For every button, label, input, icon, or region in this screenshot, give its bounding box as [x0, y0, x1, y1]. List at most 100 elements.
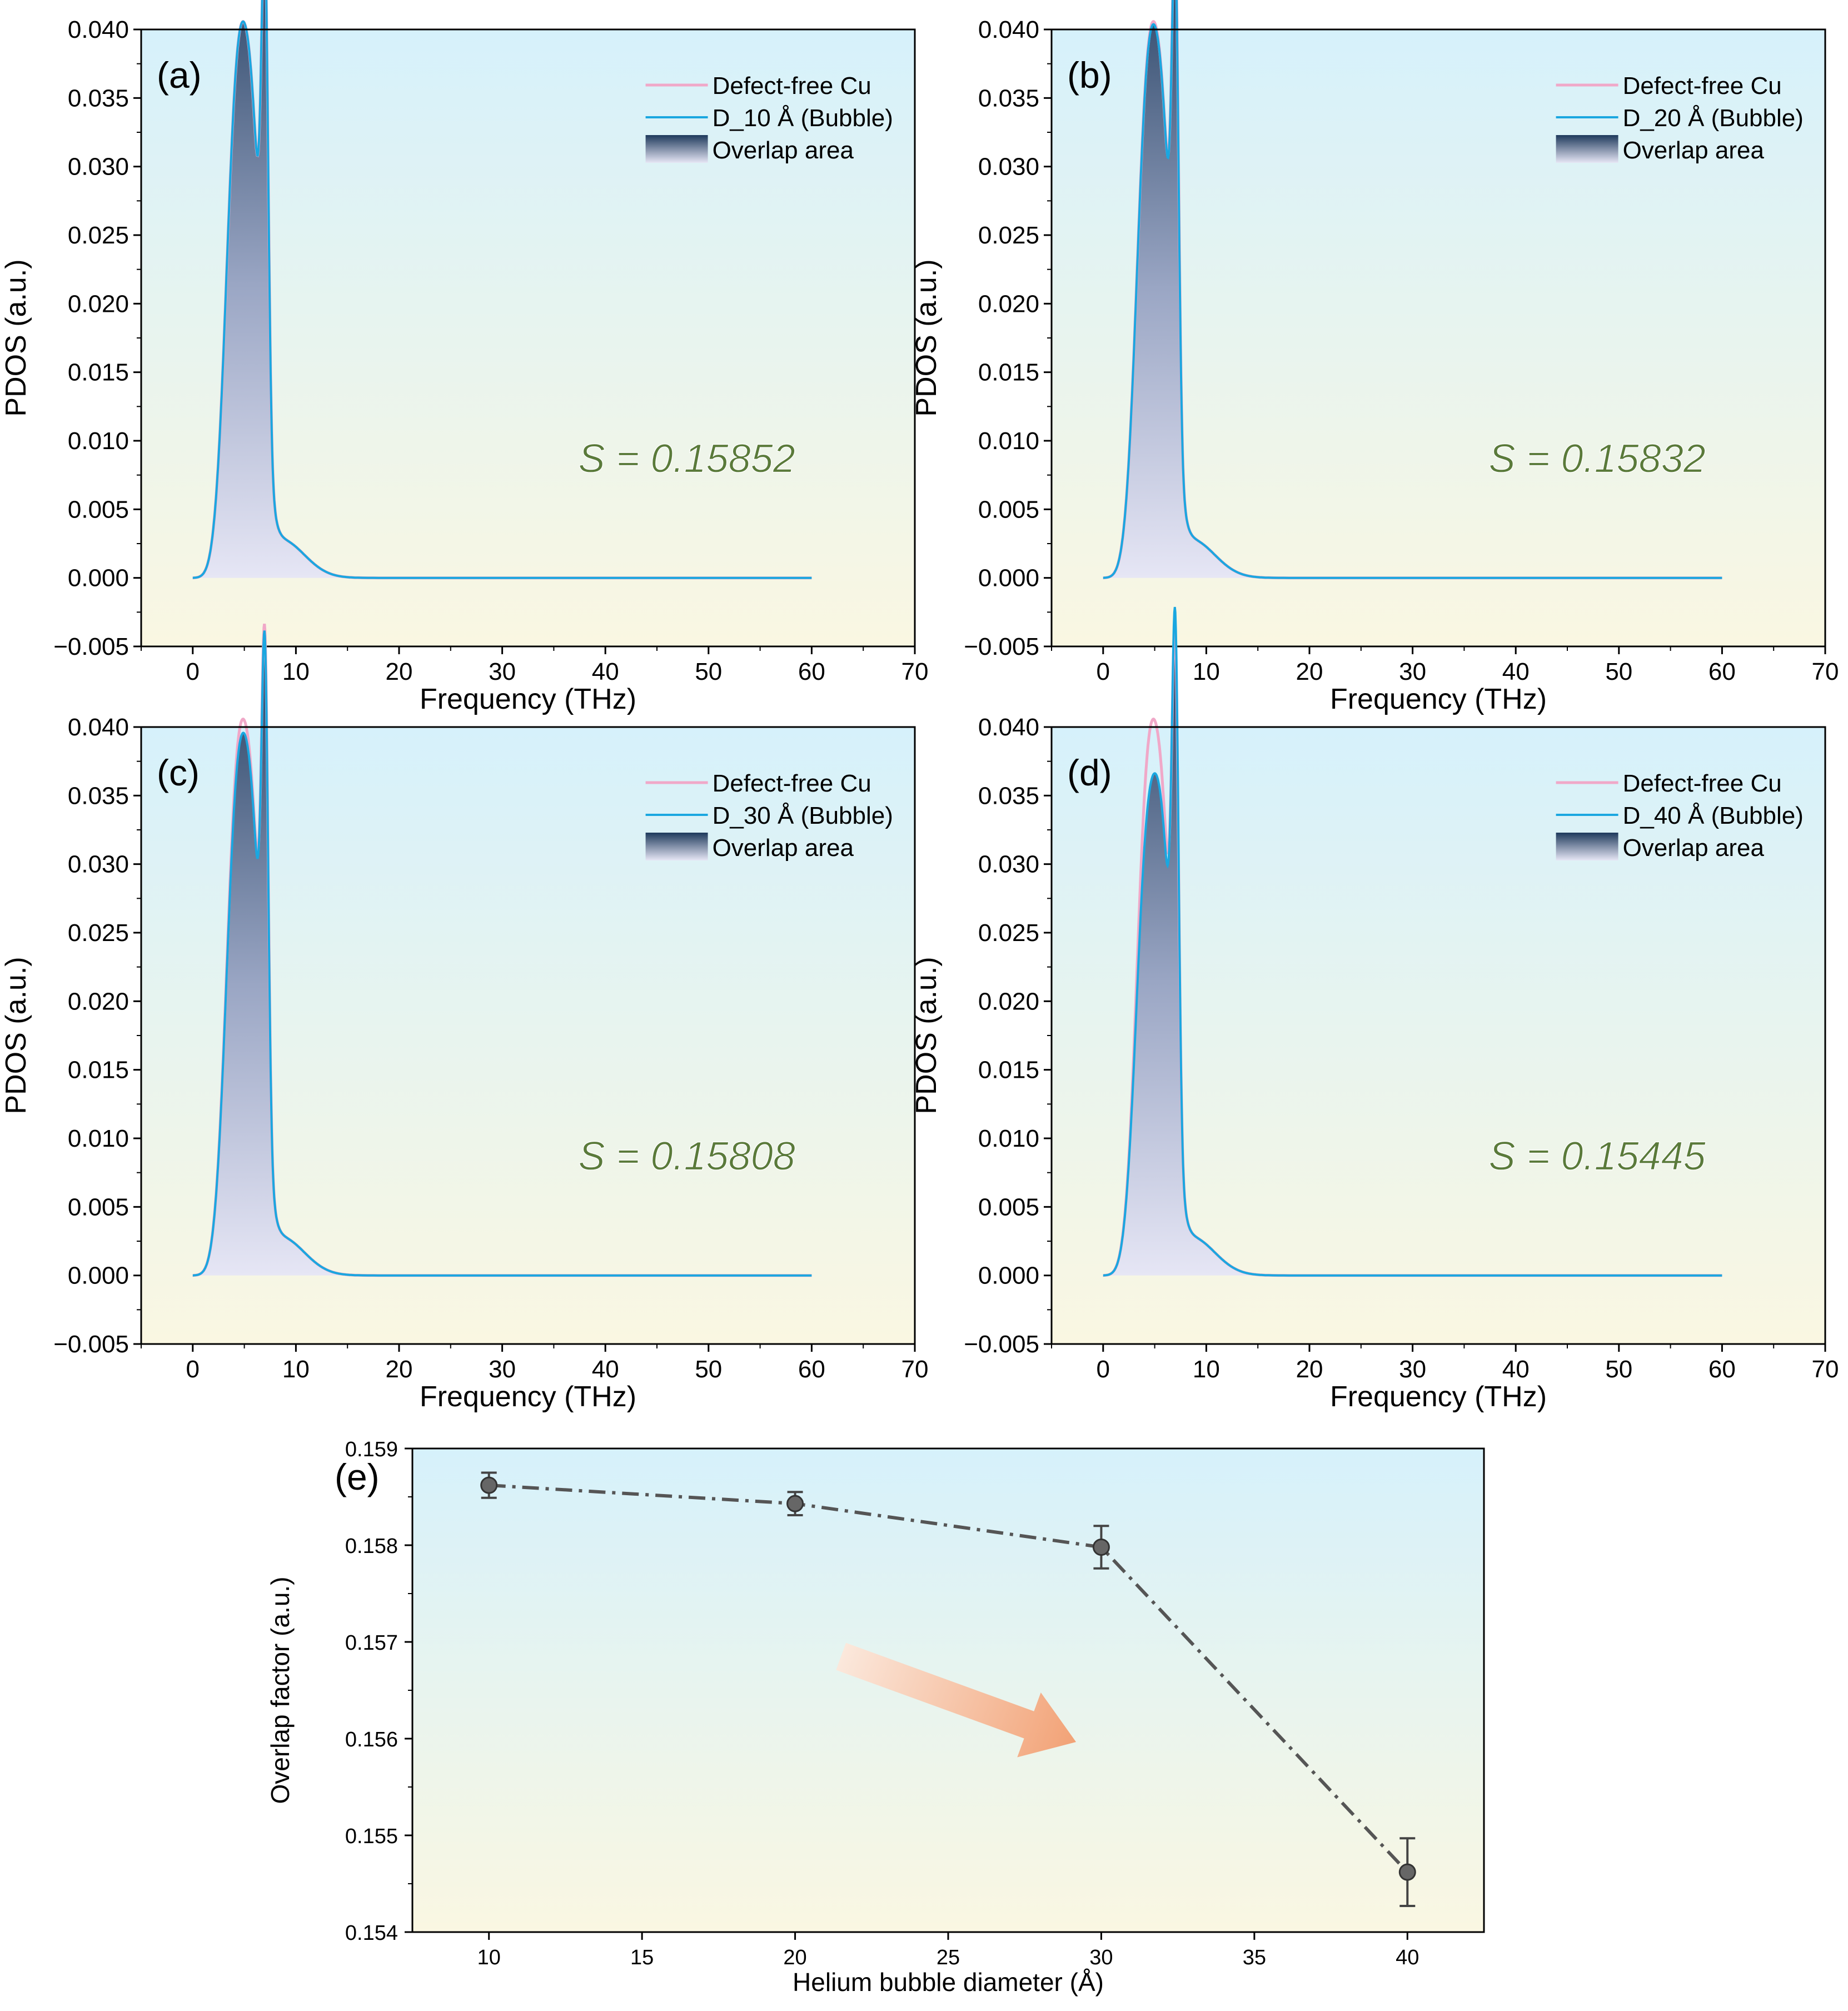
y-tick-label: 0.010: [68, 1125, 129, 1152]
y-tick-label: 0.159: [345, 1438, 398, 1461]
legend-label-overlap: Overlap area: [713, 137, 854, 164]
y-tick-label: 0.156: [345, 1728, 398, 1751]
y-tick-label: 0.030: [68, 851, 129, 878]
y-tick-label: 0.000: [68, 1262, 129, 1290]
legend-swatch-overlap: [645, 833, 708, 860]
x-tick-label: 35: [1243, 1946, 1266, 1969]
y-tick-label: −0.005: [53, 633, 129, 660]
x-axis-label: Frequency (THz): [420, 683, 636, 715]
legend-swatch-overlap: [645, 135, 708, 163]
x-tick-label: 40: [592, 658, 619, 685]
x-tick-label: 30: [1399, 1356, 1426, 1383]
series-line-bubble: [192, 630, 812, 1277]
y-tick-label: 0.005: [978, 1193, 1039, 1221]
overlap-area: [1103, 0, 1727, 578]
legend-label-bubble: D_10 Å (Bubble): [713, 104, 893, 132]
x-tick-label: 0: [1097, 1356, 1110, 1383]
x-tick-label: 30: [489, 658, 516, 685]
panel-d: −0.005 0.000 0.005 0.010 0.015 0.020 0.025 0.03…: [910, 606, 1839, 1413]
y-tick-label: 0.035: [68, 782, 129, 809]
x-tick-label: 60: [798, 658, 825, 685]
y-tick-label: 0.035: [68, 84, 129, 112]
y-tick-label: 0.015: [978, 1057, 1039, 1084]
x-tick-label: 40: [592, 1356, 619, 1383]
x-tick-label: 40: [1502, 658, 1530, 685]
y-tick-label: 0.025: [68, 919, 129, 947]
y-tick-label: 0.020: [978, 988, 1039, 1015]
series-line-bubble: [192, 0, 812, 579]
x-axis-label: Frequency (THz): [1330, 1381, 1547, 1413]
y-tick-label: 0.157: [345, 1631, 398, 1655]
y-tick-label: 0.040: [68, 16, 129, 43]
y-tick-label: 0.015: [978, 359, 1039, 386]
x-tick-label: 60: [1708, 1356, 1736, 1383]
y-tick-label: 0.035: [978, 84, 1039, 112]
y-tick-label: 0.020: [68, 988, 129, 1015]
legend-swatch-overlap: [1556, 833, 1618, 860]
x-tick-label: 25: [937, 1946, 960, 1969]
x-tick-label: 70: [901, 1356, 929, 1383]
s-value-annotation: S = 0.15445: [1488, 1134, 1706, 1179]
overlap-factor-line: [489, 1484, 1409, 1874]
legend-label-bubble: D_30 Å (Bubble): [713, 802, 893, 829]
y-tick-label: 0.015: [68, 1057, 129, 1084]
y-axis-label: Overlap factor (a.u.): [266, 1576, 295, 1804]
panel-label: (e): [335, 1456, 380, 1497]
y-axis-label: PDOS (a.u.): [0, 259, 32, 416]
x-axis-label: Frequency (THz): [1330, 683, 1547, 715]
panel-a: −0.005 0.000 0.005 0.010 0.015 0.020 0.025 0.03…: [0, 0, 928, 715]
panel-label: (d): [1067, 752, 1112, 793]
x-tick-label: 20: [783, 1946, 806, 1969]
legend-swatch-overlap: [1556, 135, 1618, 163]
panel-e: 0.154 0.155 0.156 0.157 0.158 0.159 10 15 20 25 30…: [266, 1438, 1485, 1997]
s-value-annotation: S = 0.15852: [578, 437, 795, 481]
y-tick-label: −0.005: [964, 633, 1039, 660]
y-tick-label: 0.010: [978, 427, 1039, 455]
legend-label-overlap: Overlap area: [713, 834, 854, 862]
x-tick-label: 50: [1605, 658, 1632, 685]
y-tick-label: −0.005: [964, 1331, 1039, 1358]
x-tick-label: 10: [1193, 658, 1220, 685]
y-tick-label: 0.040: [978, 714, 1039, 741]
x-tick-label: 30: [489, 1356, 516, 1383]
s-value-annotation: S = 0.15808: [578, 1134, 795, 1179]
legend-label-overlap: Overlap area: [1623, 834, 1765, 862]
s-value-annotation: S = 0.15832: [1488, 437, 1705, 481]
x-tick-label: 70: [1812, 1356, 1839, 1383]
y-tick-label: 0.020: [68, 290, 129, 317]
legend-label-overlap: Overlap area: [1623, 137, 1765, 164]
panel-c: −0.005 0.000 0.005 0.010 0.015 0.020 0.025 0.03…: [0, 623, 929, 1413]
panel-label: (b): [1067, 54, 1112, 96]
x-tick-label: 10: [1193, 1356, 1220, 1383]
series-line-bubble: [1103, 606, 1722, 1277]
y-tick-label: 0.000: [978, 565, 1039, 592]
panel-label: (c): [157, 752, 200, 793]
y-tick-label: 0.030: [978, 153, 1039, 181]
x-axis-label: Helium bubble diameter (Å): [793, 1968, 1104, 1997]
x-tick-label: 20: [386, 1356, 413, 1383]
y-tick-label: 0.158: [345, 1535, 398, 1558]
y-tick-label: 0.005: [68, 496, 129, 523]
y-tick-label: 0.030: [978, 851, 1039, 878]
overlap-area: [192, 0, 817, 578]
legend-label-defect-free: Defect-free Cu: [1623, 72, 1782, 99]
x-tick-label: 0: [1097, 658, 1110, 685]
trend-arrow-shape: [836, 1642, 1077, 1758]
y-tick-label: 0.025: [978, 919, 1039, 947]
y-axis-label: PDOS (a.u.): [910, 957, 943, 1114]
y-tick-label: 0.010: [978, 1125, 1039, 1152]
x-tick-label: 10: [282, 658, 310, 685]
x-tick-label: 20: [1296, 658, 1323, 685]
y-tick-label: 0.154: [345, 1922, 398, 1945]
panel-b: −0.005 0.000 0.005 0.010 0.015 0.020 0.025 0.03…: [910, 0, 1839, 715]
x-tick-label: 70: [901, 658, 929, 685]
x-tick-label: 0: [186, 1356, 200, 1383]
x-tick-label: 0: [186, 658, 200, 685]
x-tick-label: 10: [477, 1946, 501, 1969]
y-tick-label: 0.015: [68, 359, 129, 386]
x-tick-label: 50: [695, 1356, 722, 1383]
data-point: [480, 1476, 498, 1494]
series-line-bubble: [1103, 0, 1722, 579]
y-axis-label: PDOS (a.u.): [0, 957, 32, 1114]
